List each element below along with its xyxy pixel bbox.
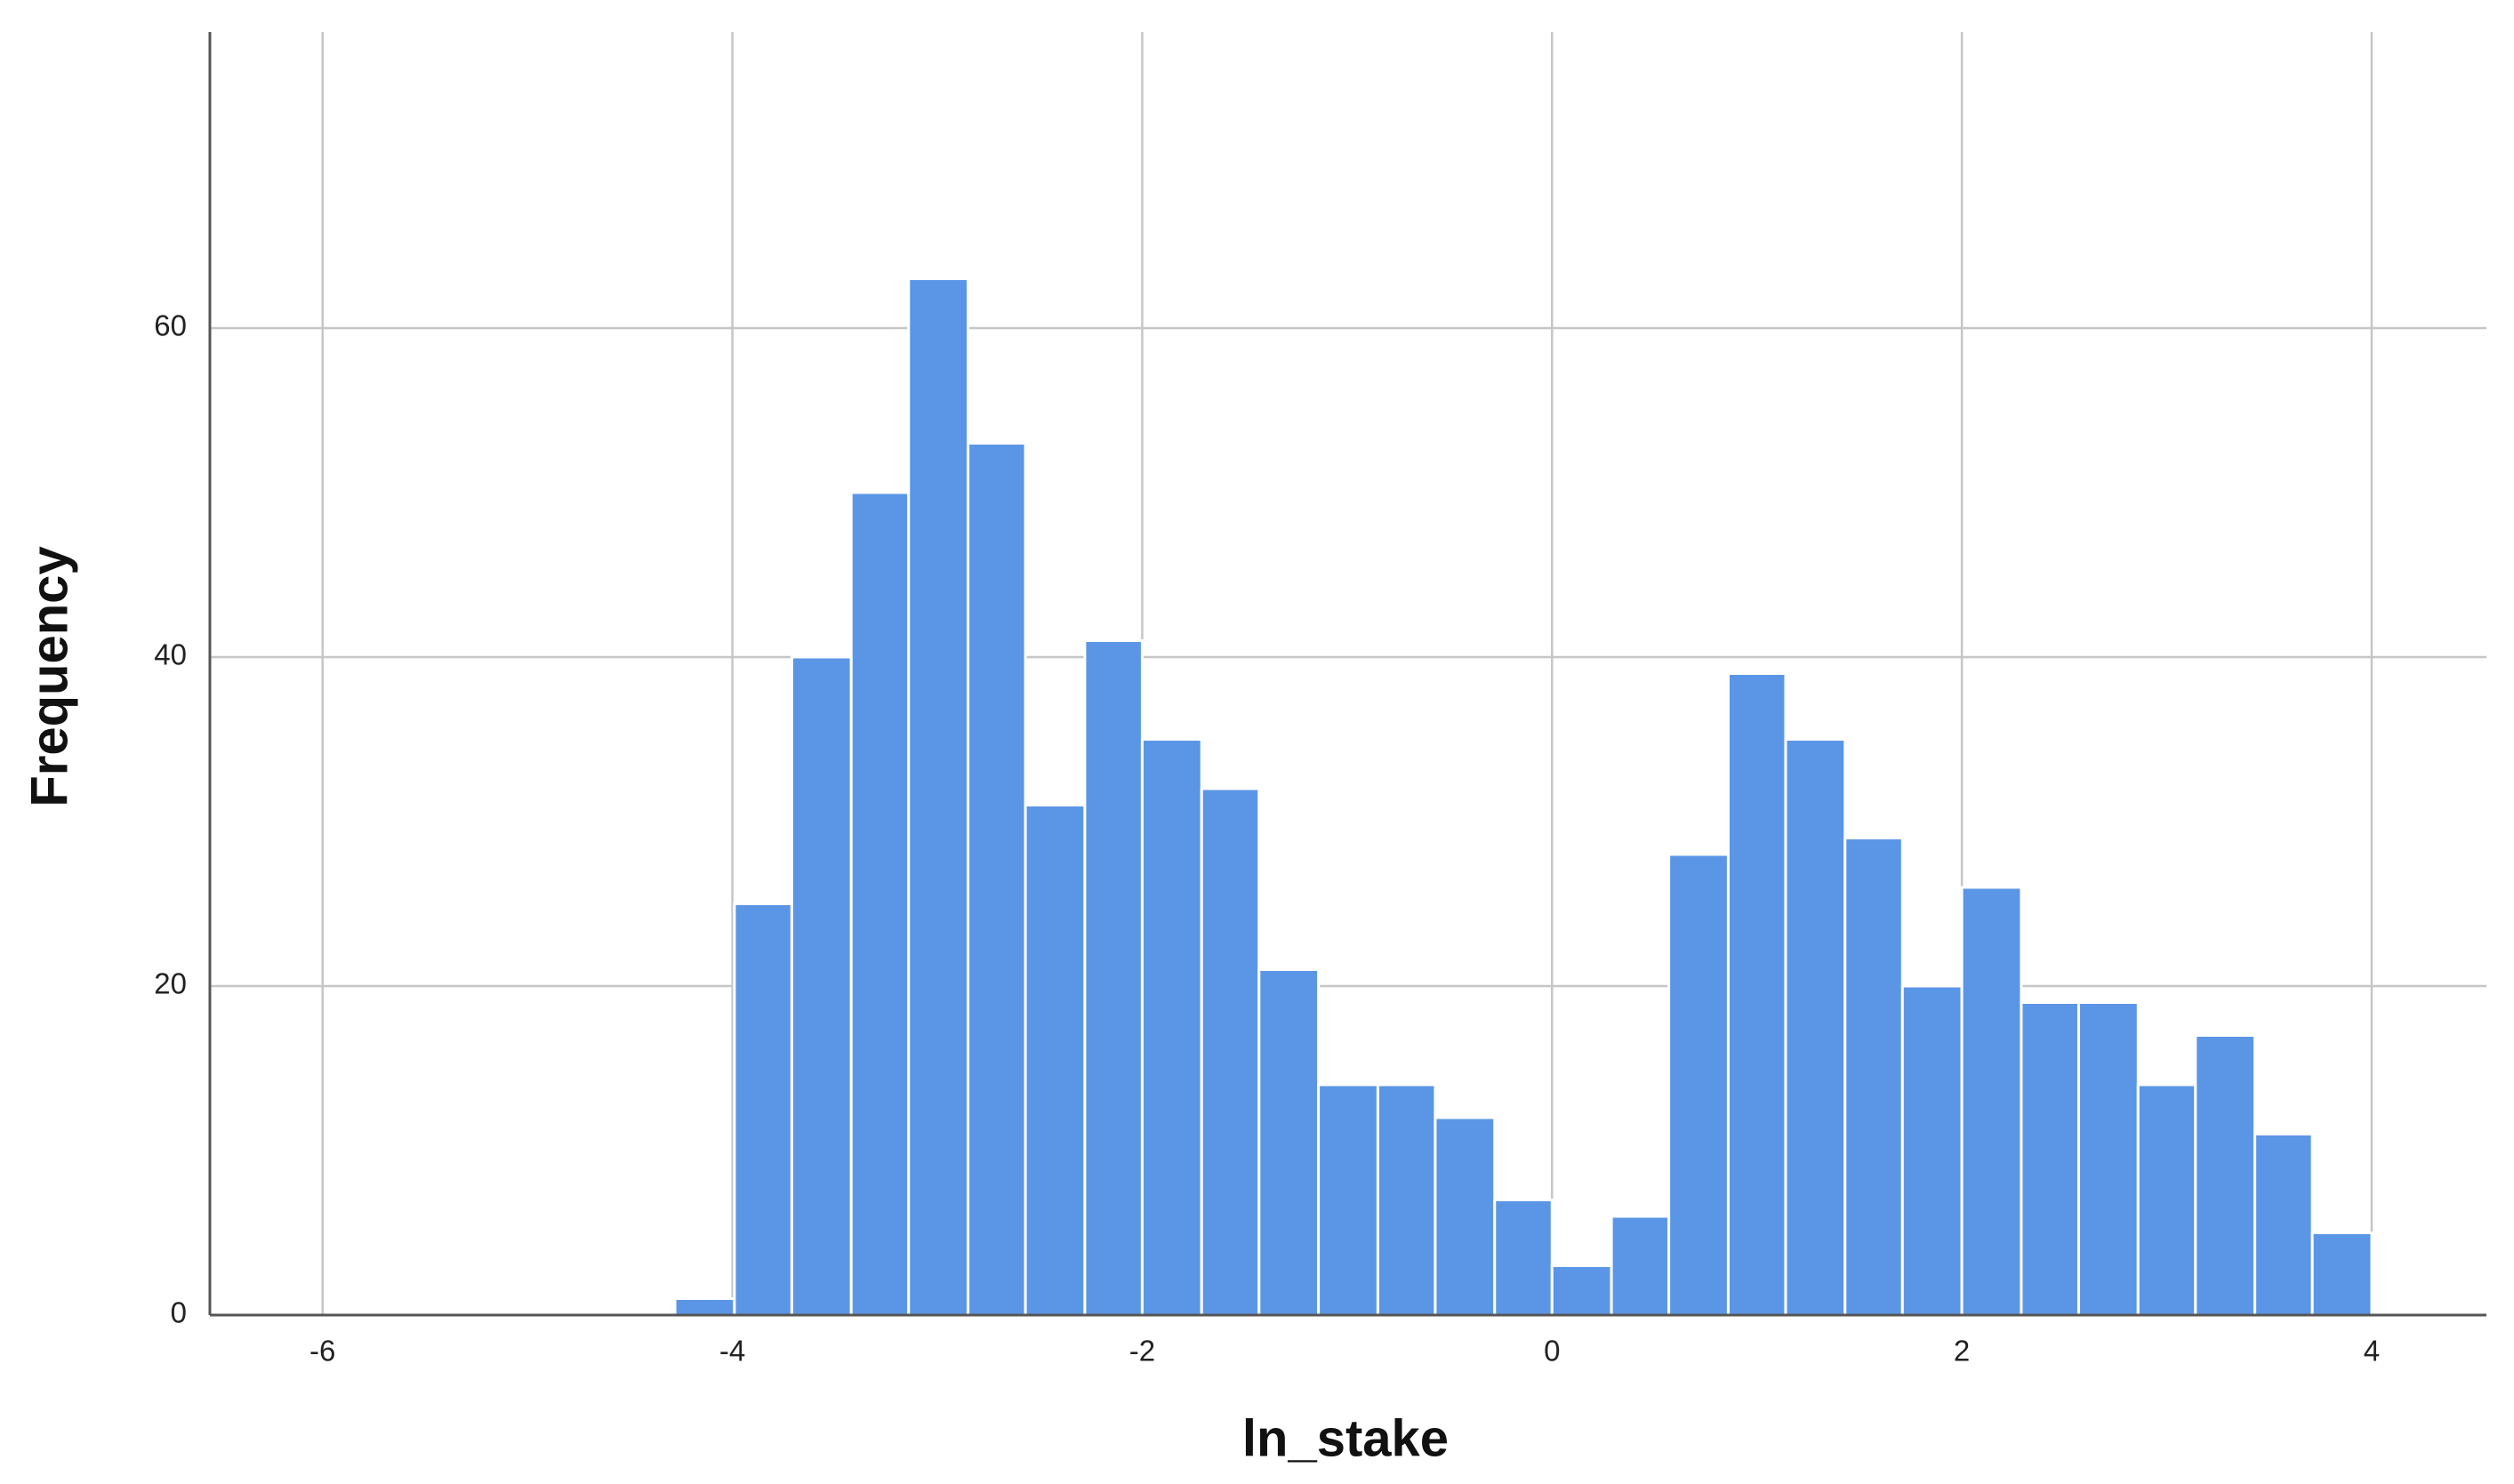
bar	[790, 655, 853, 1317]
x-tick-label: 2	[1954, 1335, 1970, 1368]
x-tick-label: 4	[2364, 1335, 2380, 1368]
bar	[1200, 787, 1261, 1317]
bar	[1083, 639, 1144, 1317]
x-tick-label: 0	[1544, 1335, 1560, 1368]
bar	[2253, 1133, 2314, 1317]
bar	[1550, 1264, 1613, 1317]
x-tick-label: -6	[309, 1335, 335, 1368]
bar	[1610, 1215, 1671, 1317]
x-tick-label: -4	[719, 1335, 745, 1368]
bar	[1667, 853, 1730, 1317]
x-tick-label: -2	[1129, 1335, 1155, 1368]
bar	[1784, 738, 1847, 1317]
bar	[2076, 1001, 2140, 1317]
bar	[1900, 984, 1964, 1317]
bar	[673, 1297, 736, 1317]
bar	[2136, 1083, 2197, 1317]
bar	[1257, 968, 1321, 1317]
bar	[967, 442, 1027, 1317]
bar	[2194, 1034, 2257, 1317]
bar	[1726, 672, 1787, 1317]
bar	[1024, 804, 1087, 1317]
bar	[907, 277, 970, 1317]
bar	[1434, 1116, 1497, 1317]
bar	[733, 902, 793, 1317]
y-tick-label: 0	[171, 1296, 187, 1329]
bar	[849, 491, 911, 1317]
x-axis-title: ln_stake	[1242, 1409, 1449, 1467]
y-tick-label: 60	[154, 309, 187, 342]
bar	[1317, 1083, 1379, 1317]
y-tick-label: 20	[154, 967, 187, 1000]
bar	[1140, 738, 1203, 1317]
y-tick-label: 40	[154, 638, 187, 671]
bar	[2310, 1231, 2373, 1317]
bar	[1376, 1083, 1437, 1317]
bar	[2020, 1001, 2080, 1317]
bar	[1960, 886, 2023, 1317]
y-axis-title: Frequency	[20, 546, 78, 806]
bar	[1493, 1199, 1554, 1317]
bar	[1843, 837, 1904, 1317]
